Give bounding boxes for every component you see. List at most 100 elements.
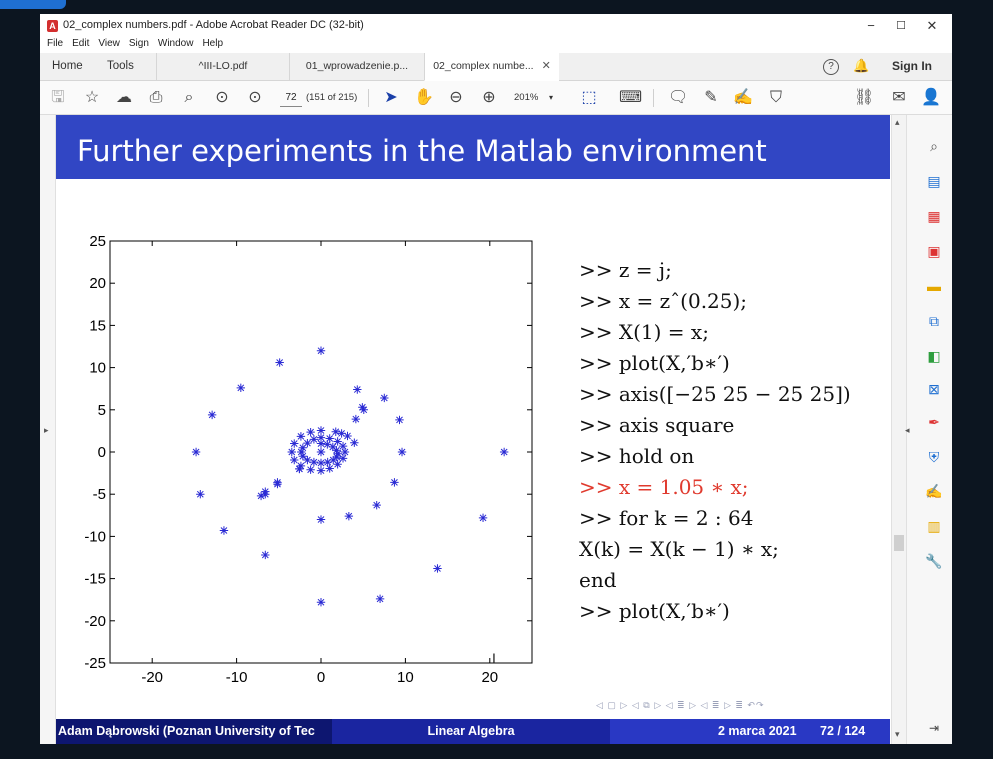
- tab-label: 02_complex numbe...: [433, 60, 534, 72]
- zoom-dropdown[interactable]: 201% ▾: [514, 89, 564, 106]
- data-point-star: [306, 427, 315, 437]
- menu-sign[interactable]: Sign: [128, 38, 149, 49]
- scroll-down-icon[interactable]: ▾: [895, 729, 900, 739]
- page-down-icon[interactable]: ⊙: [248, 89, 262, 106]
- request-signature-icon[interactable]: ✍: [925, 483, 943, 499]
- code-line: >> axis square: [579, 413, 735, 437]
- tab-bar: Home Tools ^III-LO.pdf 01_wprowadzenie.p…: [40, 53, 952, 81]
- page-number-input[interactable]: 72: [280, 89, 302, 107]
- data-point-star: [332, 446, 341, 455]
- tab-home[interactable]: Home: [52, 60, 83, 72]
- page-up-icon[interactable]: ⊙: [215, 89, 229, 106]
- stamp-icon[interactable]: ⛉: [769, 89, 782, 106]
- sign-in-link[interactable]: Sign In: [892, 59, 932, 73]
- menu-edit[interactable]: Edit: [72, 38, 90, 49]
- title-bar: A 02_complex numbers.pdf - Adobe Acrobat…: [40, 14, 952, 38]
- data-point-star: [316, 346, 326, 355]
- tab-document-3[interactable]: 02_complex numbe... ✕: [424, 53, 559, 81]
- vertical-scrollbar[interactable]: ▴ ▾: [891, 115, 906, 744]
- data-point-star: [328, 442, 338, 452]
- organize-pages-icon[interactable]: ▦: [927, 208, 941, 224]
- fit-page-icon[interactable]: ⬚: [581, 89, 597, 106]
- save-icon[interactable]: 🖫: [51, 89, 65, 106]
- highlight-pen-icon[interactable]: ✎: [704, 89, 718, 106]
- text-cursor-icon: I: [492, 650, 496, 666]
- compress-pdf-icon[interactable]: ◧: [927, 348, 941, 364]
- footer-date: 2 marca 2021: [718, 724, 797, 738]
- code-line: >> z = j;: [579, 258, 672, 282]
- x-tick-label: 10: [397, 669, 414, 683]
- tools-pane: ◂ ⌕ ▤ ▦ ▣ ▬ ⧉ ◧ ⊠ ✒ ⛨ ✍ ▥ 🔧 ⇥: [905, 115, 952, 744]
- y-tick-label: -15: [84, 571, 106, 588]
- menu-window[interactable]: Window: [157, 38, 194, 49]
- data-point-star: [353, 385, 362, 394]
- zoom-search-icon[interactable]: ⌕: [930, 138, 938, 154]
- scroll-up-icon[interactable]: ▴: [895, 117, 900, 127]
- help-icon[interactable]: ?: [823, 59, 839, 75]
- select-arrow-icon[interactable]: ➤: [384, 89, 398, 106]
- data-point-star: [343, 431, 352, 441]
- fill-sign-icon[interactable]: ✒: [928, 414, 940, 430]
- menu-file[interactable]: File: [47, 38, 64, 49]
- share-user-icon[interactable]: 👤: [921, 89, 941, 106]
- menu-view[interactable]: View: [98, 38, 120, 49]
- data-point-star: [295, 464, 304, 474]
- data-point-star: [338, 454, 348, 463]
- export-pdf-icon[interactable]: ▣: [927, 243, 941, 259]
- tab-document-1[interactable]: ^III-LO.pdf: [156, 53, 289, 80]
- data-point-star: [316, 598, 326, 607]
- slide-footer: Adam Dąbrowski (Poznan University of Tec…: [56, 719, 890, 744]
- print-icon[interactable]: ⎙: [149, 89, 163, 106]
- scrollbar-thumb[interactable]: [894, 535, 904, 551]
- tab-tools[interactable]: Tools: [107, 60, 134, 72]
- close-window-button[interactable]: ✕: [926, 18, 938, 33]
- y-tick-label: 5: [98, 402, 106, 419]
- data-point-star: [219, 526, 229, 535]
- footer-right: 2 marca 2021 72 / 124: [610, 719, 890, 744]
- maximize-button[interactable]: ☐: [896, 20, 906, 32]
- left-pane-toggle[interactable]: ▸: [40, 115, 56, 744]
- email-icon[interactable]: ✉: [892, 89, 906, 106]
- data-point-star: [290, 455, 299, 465]
- pane-expand-icon[interactable]: ⇥: [928, 721, 940, 735]
- create-pdf-icon[interactable]: ▤: [927, 173, 941, 189]
- code-line: >> for k = 2 : 64: [579, 506, 754, 530]
- comment-icon[interactable]: 🗨: [668, 89, 689, 106]
- keyboard-icon[interactable]: ⌨: [619, 89, 643, 106]
- data-point-star: [323, 457, 332, 467]
- hand-icon[interactable]: ✋: [414, 89, 434, 106]
- cloud-upload-icon[interactable]: ☁: [116, 89, 132, 106]
- data-point-star: [499, 447, 509, 457]
- document-area: ▸ Further experiments in the Matlab envi…: [40, 115, 952, 744]
- combine-files-icon[interactable]: ⧉: [929, 313, 939, 329]
- beamer-navigation[interactable]: ◁ ▢ ▷ ◁ ⧉ ▷ ◁ ≣ ▷ ◁ ≣ ▷ ≣ ↶↷: [596, 700, 765, 710]
- send-comments-icon[interactable]: ▥: [927, 518, 941, 534]
- code-line: >> axis([−25 25 − 25 25]): [579, 382, 851, 406]
- data-point-star: [261, 490, 270, 499]
- acrobat-logo-icon: A: [47, 20, 58, 32]
- data-point-star: [316, 515, 326, 524]
- tab-close-icon[interactable]: ✕: [541, 60, 551, 72]
- protect-shield-icon[interactable]: ⛨: [928, 449, 940, 465]
- minimize-button[interactable]: −: [867, 18, 875, 33]
- data-point-star: [296, 461, 306, 471]
- data-point-star: [316, 447, 326, 457]
- window-title: 02_complex numbers.pdf - Adobe Acrobat R…: [63, 19, 364, 31]
- menu-help[interactable]: Help: [202, 38, 224, 49]
- notification-bell-icon[interactable]: 🔔: [853, 58, 870, 73]
- sign-icon[interactable]: ✍: [733, 89, 753, 106]
- zoom-in-icon[interactable]: ⊕: [482, 89, 496, 106]
- scan-ocr-icon[interactable]: ⊠: [928, 381, 940, 397]
- search-icon[interactable]: ⌕: [184, 89, 194, 106]
- bookmark-star-icon[interactable]: ☆: [84, 89, 100, 106]
- data-point-star: [316, 426, 326, 435]
- collapse-arrow-icon[interactable]: ◂: [905, 425, 910, 435]
- more-tools-icon[interactable]: 🔧: [925, 553, 943, 569]
- data-point-star: [375, 594, 385, 604]
- tab-document-2[interactable]: 01_wprowadzenie.p...: [289, 53, 424, 80]
- link-icon[interactable]: ⛓: [854, 89, 875, 106]
- toolbar-divider: [653, 89, 654, 107]
- zoom-out-icon[interactable]: ⊖: [449, 89, 463, 106]
- comment-tool-icon[interactable]: ▬: [927, 278, 941, 294]
- data-point-star: [316, 439, 326, 448]
